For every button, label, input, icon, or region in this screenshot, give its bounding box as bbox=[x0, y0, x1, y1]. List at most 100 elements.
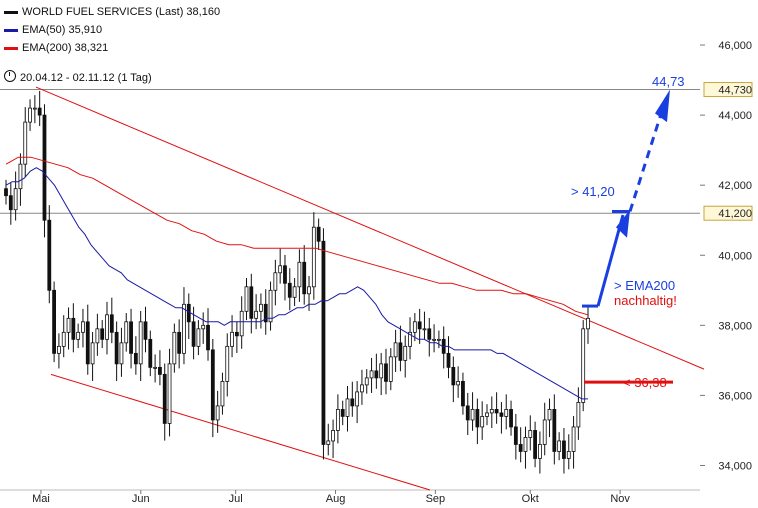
annotation-ema200-break: > EMA200 bbox=[614, 278, 675, 293]
candle-body bbox=[422, 328, 427, 331]
candle-body bbox=[47, 219, 52, 291]
candle-body bbox=[148, 338, 153, 368]
x-tick-label: Nov bbox=[610, 493, 630, 505]
annotation-target-mid: > 41,20 bbox=[571, 184, 615, 199]
candle-body bbox=[465, 405, 470, 421]
level-label: 41,200 bbox=[718, 208, 752, 220]
candle-body bbox=[321, 240, 326, 445]
candle-body bbox=[254, 310, 259, 319]
candle-body bbox=[379, 363, 384, 379]
candle-body bbox=[355, 391, 360, 407]
y-tick-label: 34,000 bbox=[718, 460, 752, 472]
x-tick-label: Jun bbox=[132, 493, 150, 505]
legend-ema50-swatch bbox=[4, 28, 18, 32]
candle-body bbox=[100, 328, 105, 340]
candle-body bbox=[499, 412, 504, 417]
candle-body bbox=[239, 310, 244, 337]
candle-body bbox=[283, 265, 287, 284]
candle-body bbox=[230, 331, 234, 347]
candle-body bbox=[177, 331, 182, 354]
candle-body bbox=[32, 107, 37, 110]
x-tick-label: Okt bbox=[522, 493, 539, 505]
candle-body bbox=[13, 188, 18, 211]
target-arrowhead-2 bbox=[655, 89, 670, 123]
candle-body bbox=[66, 317, 71, 333]
candle-body bbox=[566, 451, 571, 459]
candle-body bbox=[523, 437, 528, 452]
candle-body bbox=[206, 324, 210, 351]
level-box bbox=[703, 205, 753, 221]
candle-body bbox=[76, 331, 81, 340]
candle-body bbox=[480, 416, 485, 428]
candle-body bbox=[119, 342, 124, 365]
candle-body bbox=[538, 444, 542, 459]
target-arrowhead-1 bbox=[616, 209, 630, 238]
candle-body bbox=[331, 430, 335, 442]
candle-body bbox=[28, 107, 32, 123]
candle-body bbox=[489, 409, 494, 414]
candle-body bbox=[196, 328, 201, 347]
candle-body bbox=[215, 405, 220, 421]
candle-body bbox=[446, 352, 451, 368]
candle-body bbox=[81, 321, 85, 333]
candle-body bbox=[364, 377, 369, 386]
candle-body bbox=[360, 384, 364, 393]
candle-body bbox=[509, 409, 513, 428]
candle-body bbox=[335, 409, 340, 431]
candle-body bbox=[513, 426, 518, 445]
x-tick-label: Jul bbox=[229, 493, 243, 505]
candle-body bbox=[210, 349, 215, 421]
candle-body bbox=[23, 121, 28, 165]
candle-body bbox=[533, 430, 537, 459]
candle-body bbox=[485, 412, 489, 417]
candle-body bbox=[287, 282, 292, 298]
candle-body bbox=[427, 328, 432, 340]
y-tick-label: 38,000 bbox=[718, 320, 752, 332]
candle-body bbox=[191, 321, 196, 347]
candle-body bbox=[475, 409, 480, 428]
candle-body bbox=[244, 286, 249, 312]
candle-body bbox=[105, 314, 109, 340]
candle-body bbox=[268, 289, 273, 323]
y-tick-label: 40,000 bbox=[718, 250, 752, 262]
candle-body bbox=[292, 286, 297, 298]
clock-icon bbox=[4, 70, 16, 82]
candle-body bbox=[451, 366, 456, 386]
candle-body bbox=[586, 317, 590, 330]
candle-body bbox=[259, 303, 263, 312]
candle-body bbox=[581, 328, 586, 403]
candle-body bbox=[369, 370, 374, 379]
candle-body bbox=[374, 370, 379, 379]
candle-body bbox=[436, 338, 441, 341]
trend-upper-line bbox=[35, 86, 705, 370]
candle-body bbox=[172, 331, 177, 365]
legend-main-label: WORLD FUEL SERVICES (Last) 38,160 bbox=[22, 6, 221, 18]
annotation-stop: < 36,38 bbox=[623, 375, 667, 390]
candle-body bbox=[576, 402, 581, 428]
candle-body bbox=[417, 321, 422, 330]
candle-body bbox=[201, 324, 206, 330]
candle-body bbox=[562, 440, 566, 459]
legend-main-swatch bbox=[4, 10, 18, 14]
candle-body bbox=[408, 331, 412, 347]
candle-body bbox=[388, 356, 393, 382]
candle-body bbox=[345, 398, 350, 417]
candle-body bbox=[432, 338, 436, 341]
candle-body bbox=[4, 188, 8, 197]
candle-body bbox=[85, 321, 90, 365]
candle-body bbox=[129, 321, 133, 354]
x-tick-label: Sep bbox=[426, 493, 446, 505]
candle-body bbox=[138, 321, 143, 365]
candle-body bbox=[263, 303, 268, 323]
candle-body bbox=[494, 409, 499, 414]
candle-body bbox=[133, 352, 138, 365]
candle-body bbox=[461, 380, 465, 407]
legend-ema200-label: EMA(200) 38,321 bbox=[22, 42, 109, 54]
y-tick-label: 46,000 bbox=[718, 40, 752, 52]
candle-body bbox=[109, 314, 114, 333]
candle-body bbox=[52, 289, 56, 354]
candle-body bbox=[350, 398, 355, 407]
candle-body bbox=[297, 261, 302, 288]
candle-body bbox=[18, 163, 23, 190]
